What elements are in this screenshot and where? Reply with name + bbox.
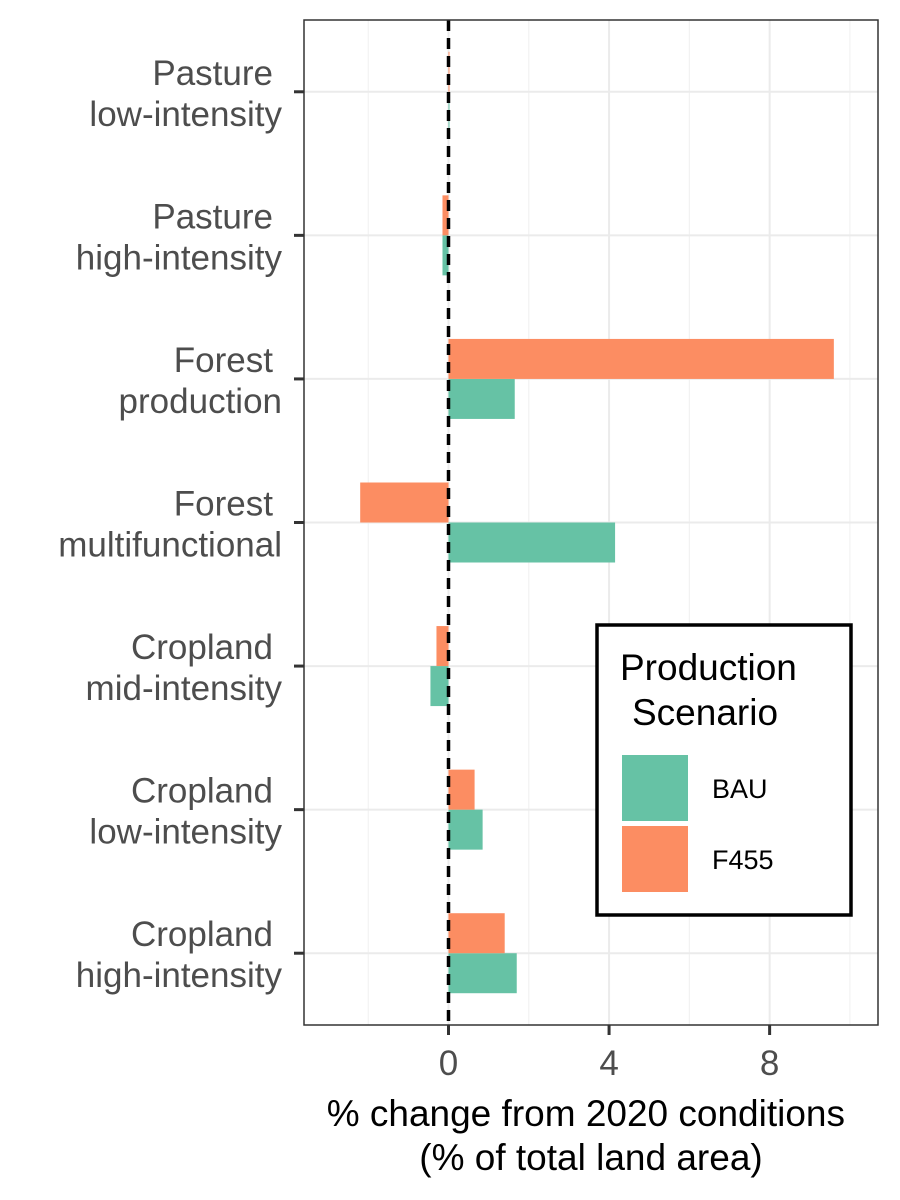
y-tick-label-line-2: low-intensity <box>89 95 282 134</box>
bars <box>360 51 834 994</box>
y-tick-label-line-2: high-intensity <box>76 238 283 277</box>
x-tick-label: 4 <box>599 1044 618 1083</box>
bar-f455-3 <box>360 482 449 523</box>
y-tick-label-line-2: mid-intensity <box>86 669 283 708</box>
y-tick-label-line-1: Pasture <box>152 54 273 93</box>
bar-bau-3 <box>448 522 616 563</box>
bar-bau-2 <box>448 378 515 419</box>
legend: Production Scenario BAU F455 <box>595 623 853 917</box>
bar-f455-1 <box>442 195 449 236</box>
y-tick-label: Cropland high-intensity <box>76 915 283 995</box>
y-tick-label-line-2: multifunctional <box>58 526 282 565</box>
y-tick-label: Cropland low-intensity <box>89 772 282 852</box>
y-tick-label-line-1: Cropland <box>131 915 273 954</box>
y-tick-label-line-1: Forest <box>174 485 273 524</box>
x-tick-label: 8 <box>760 1044 779 1083</box>
legend-key-bau <box>622 755 688 821</box>
bar-bau-4 <box>430 666 449 707</box>
y-tick-label-line-1: Cropland <box>131 628 273 667</box>
x-tick-label: 0 <box>439 1044 458 1083</box>
legend-label-f455: F455 <box>712 845 774 875</box>
x-axis-title: % change from 2020 conditions (% of tota… <box>327 1093 856 1178</box>
x-axis-title-line-2: (% of total land area) <box>419 1137 762 1178</box>
y-tick-label: Pasture high-intensity <box>76 197 283 277</box>
y-tick-label-line-1: Cropland <box>131 772 273 811</box>
y-tick-label: Forest multifunctional <box>58 485 282 565</box>
y-tick-label-line-1: Forest <box>174 341 273 380</box>
y-tick-label: Cropland mid-intensity <box>86 628 283 708</box>
x-axis: 0 4 8 <box>439 1025 779 1083</box>
y-tick-label: Pasture low-intensity <box>89 54 282 134</box>
y-tick-label-line-2: production <box>119 382 282 421</box>
y-tick-label-line-2: high-intensity <box>76 956 283 995</box>
legend-title-line-2: Scenario <box>632 692 778 733</box>
y-tick-label-line-1: Pasture <box>152 197 273 236</box>
bar-f455-5 <box>448 769 475 810</box>
bar-f455-0 <box>448 51 450 92</box>
bar-f455-4 <box>436 626 449 667</box>
bar-bau-5 <box>448 809 483 850</box>
bar-bau-1 <box>442 235 449 276</box>
bar-f455-6 <box>448 913 505 954</box>
legend-title: Production Scenario <box>620 647 797 733</box>
y-tick-label-line-2: low-intensity <box>89 813 282 852</box>
legend-key-f455 <box>622 826 688 892</box>
legend-title-line-1: Production <box>620 647 797 688</box>
y-tick-label: Forest production <box>119 341 282 421</box>
bar-f455-2 <box>448 338 834 379</box>
x-axis-title-line-1: % change from 2020 conditions <box>327 1093 845 1134</box>
legend-label-bau: BAU <box>712 774 768 804</box>
bar-bau-6 <box>448 953 517 994</box>
